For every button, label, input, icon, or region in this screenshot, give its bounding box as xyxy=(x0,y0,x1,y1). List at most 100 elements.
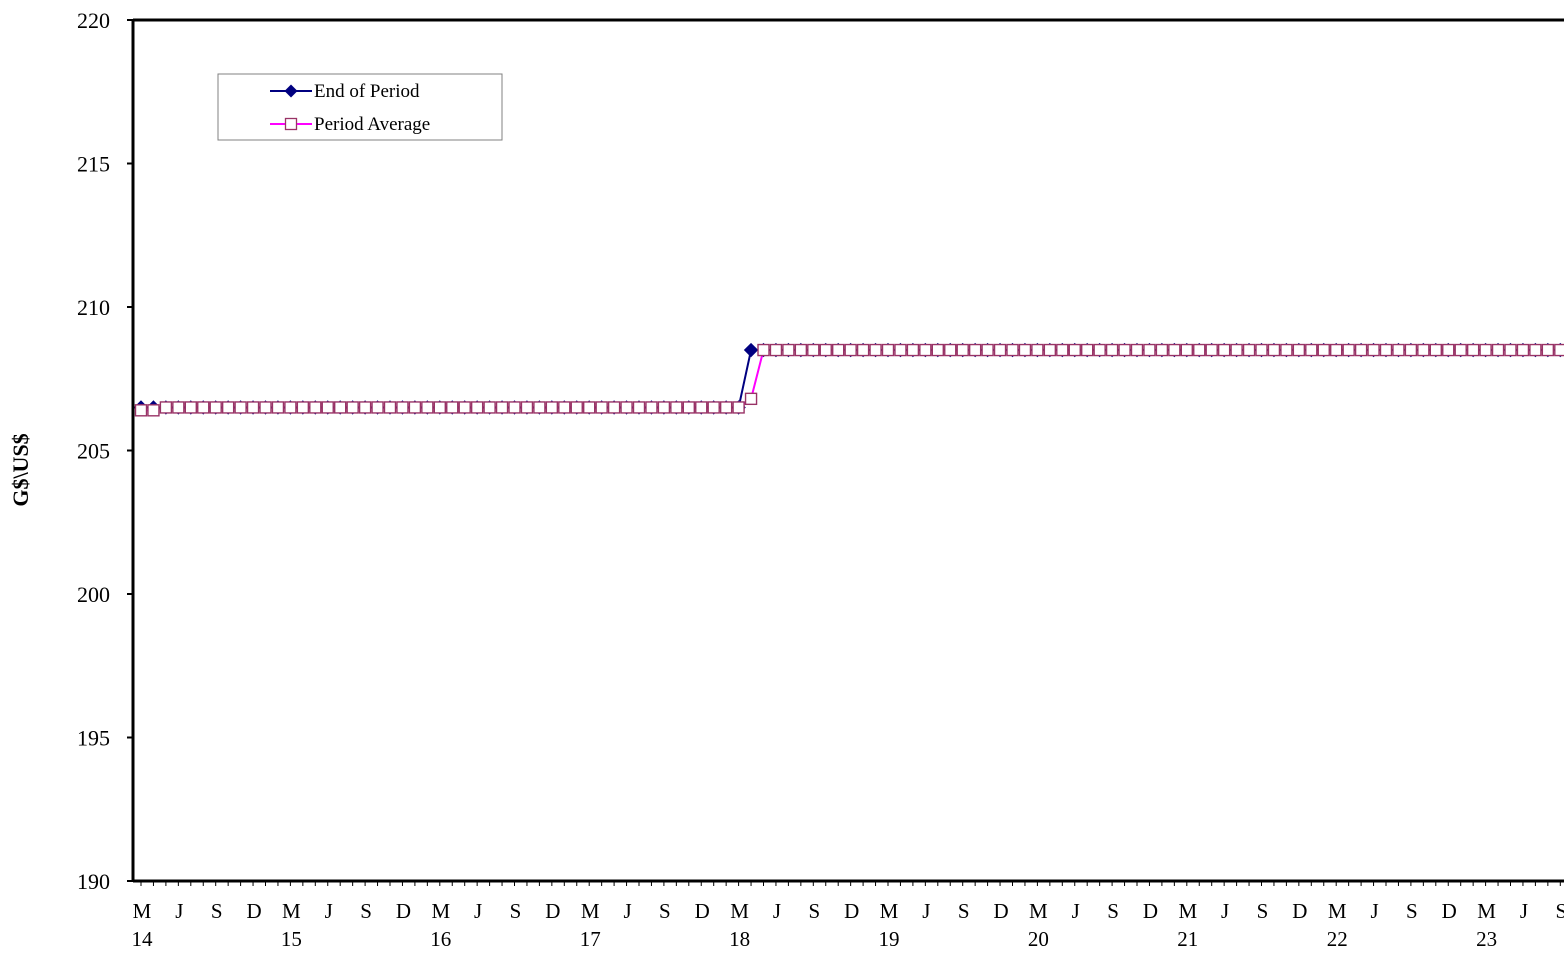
data-point-period-average xyxy=(719,401,733,414)
data-point-period-average xyxy=(993,343,1007,357)
data-point-period-average xyxy=(757,343,770,357)
x-tick-label-month: D xyxy=(1442,899,1457,923)
data-point-period-average xyxy=(981,343,994,357)
data-point-period-average xyxy=(657,401,671,414)
data-point-period-average xyxy=(931,343,944,357)
x-tick-label-month: D xyxy=(545,899,560,923)
data-point-period-average xyxy=(246,401,260,414)
x-tick-label-month: J xyxy=(1072,899,1080,923)
y-tick-label: 205 xyxy=(77,439,110,464)
data-point-period-average xyxy=(147,404,160,417)
data-point-period-average xyxy=(309,401,322,414)
data-point-period-average xyxy=(919,343,932,357)
data-point-period-average xyxy=(234,401,247,414)
data-point-period-average xyxy=(470,401,484,414)
x-tick-label-year: 21 xyxy=(1177,927,1198,951)
data-point-period-average xyxy=(296,401,310,414)
data-point-period-average xyxy=(1080,343,1094,357)
legend: End of Period Period Average xyxy=(217,73,503,141)
x-tick-label-month: D xyxy=(1292,899,1307,923)
legend-label-end-of-period: End of Period xyxy=(314,81,420,102)
x-tick-label-month: J xyxy=(1221,899,1229,923)
data-point-period-average xyxy=(956,343,969,357)
data-point-period-average xyxy=(832,343,845,357)
data-point-period-average xyxy=(1417,343,1430,357)
data-point-period-average xyxy=(881,343,895,357)
data-point-period-average xyxy=(1018,343,1032,357)
data-point-period-average xyxy=(819,343,832,357)
data-point-period-average xyxy=(1068,343,1081,357)
data-point-period-average xyxy=(321,401,334,414)
data-point-period-average xyxy=(1242,343,1256,357)
y-tick-label: 210 xyxy=(77,295,110,320)
legend-marker-end-of-period xyxy=(284,84,298,98)
x-tick-label-month: J xyxy=(922,899,930,923)
data-point-period-average xyxy=(1317,343,1330,357)
data-point-period-average xyxy=(1305,343,1318,357)
data-point-period-average xyxy=(558,401,571,414)
data-point-period-average xyxy=(259,401,272,414)
data-point-period-average xyxy=(1516,343,1530,357)
data-point-period-average xyxy=(346,401,359,414)
data-point-period-average xyxy=(1118,343,1131,357)
x-tick-label-month: S xyxy=(1406,899,1418,923)
data-point-period-average xyxy=(856,343,870,357)
data-point-period-average xyxy=(670,401,683,414)
data-point-period-average xyxy=(894,343,907,357)
axes-frame xyxy=(127,18,1564,883)
data-point-period-average xyxy=(1105,343,1119,357)
data-point-period-average xyxy=(134,404,148,417)
x-tick-label-month: J xyxy=(623,899,631,923)
data-point-period-average xyxy=(172,401,185,414)
data-point-period-average xyxy=(1056,343,1069,357)
data-point-period-average xyxy=(1454,343,1467,357)
data-point-period-average xyxy=(1529,343,1542,357)
x-tick-label-year: 16 xyxy=(430,927,451,951)
x-tick-label-year: 18 xyxy=(729,927,750,951)
x-tick-label-year: 23 xyxy=(1476,927,1497,951)
data-point-period-average xyxy=(1193,343,1206,357)
x-tick-label-month: M xyxy=(1029,899,1048,923)
x-tick-label-month: D xyxy=(396,899,411,923)
y-tick-labels: 190 195 200 205 210 215 220 xyxy=(77,8,110,894)
x-tick-label-month: M xyxy=(581,899,600,923)
data-point-period-average xyxy=(1354,343,1368,357)
data-point-period-average xyxy=(334,401,347,414)
data-point-period-average xyxy=(1180,343,1194,357)
data-point-period-average xyxy=(483,401,496,414)
data-point-period-average xyxy=(682,401,695,414)
x-tick-label-year: 15 xyxy=(281,927,302,951)
data-point-period-average xyxy=(1130,343,1144,357)
y-axis-label: G$\US$ xyxy=(8,433,33,506)
x-tick-label-month: M xyxy=(282,899,301,923)
data-point-period-average xyxy=(271,401,285,414)
data-point-period-average xyxy=(583,401,596,414)
x-tick-label-month: M xyxy=(133,899,152,923)
data-point-period-average xyxy=(545,401,559,414)
data-point-period-average xyxy=(607,401,621,414)
data-point-period-average xyxy=(1554,343,1564,357)
data-point-period-average xyxy=(458,401,471,414)
data-point-period-average xyxy=(1379,343,1393,357)
data-point-end-of-period xyxy=(743,342,759,358)
data-point-period-average xyxy=(769,343,783,357)
data-point-period-average xyxy=(1267,343,1281,357)
legend-label-period-average: Period Average xyxy=(314,114,430,135)
data-point-period-average xyxy=(1429,343,1443,357)
data-point-period-average xyxy=(807,343,820,357)
data-point-period-average xyxy=(869,343,882,357)
data-point-period-average xyxy=(1392,343,1405,357)
x-tick-label-month: S xyxy=(1107,899,1119,923)
x-tick-label-month: D xyxy=(1143,899,1158,923)
x-tick-label-month: M xyxy=(1328,899,1347,923)
data-point-period-average xyxy=(1466,343,1480,357)
data-point-period-average xyxy=(944,343,957,357)
x-tick-label-year: 17 xyxy=(580,927,601,951)
x-tick-label-month: M xyxy=(1178,899,1197,923)
legend-box xyxy=(217,73,503,141)
data-point-period-average xyxy=(1367,343,1380,357)
data-point-period-average xyxy=(782,343,795,357)
data-point-period-average xyxy=(620,401,633,414)
data-point-period-average xyxy=(1504,343,1517,357)
